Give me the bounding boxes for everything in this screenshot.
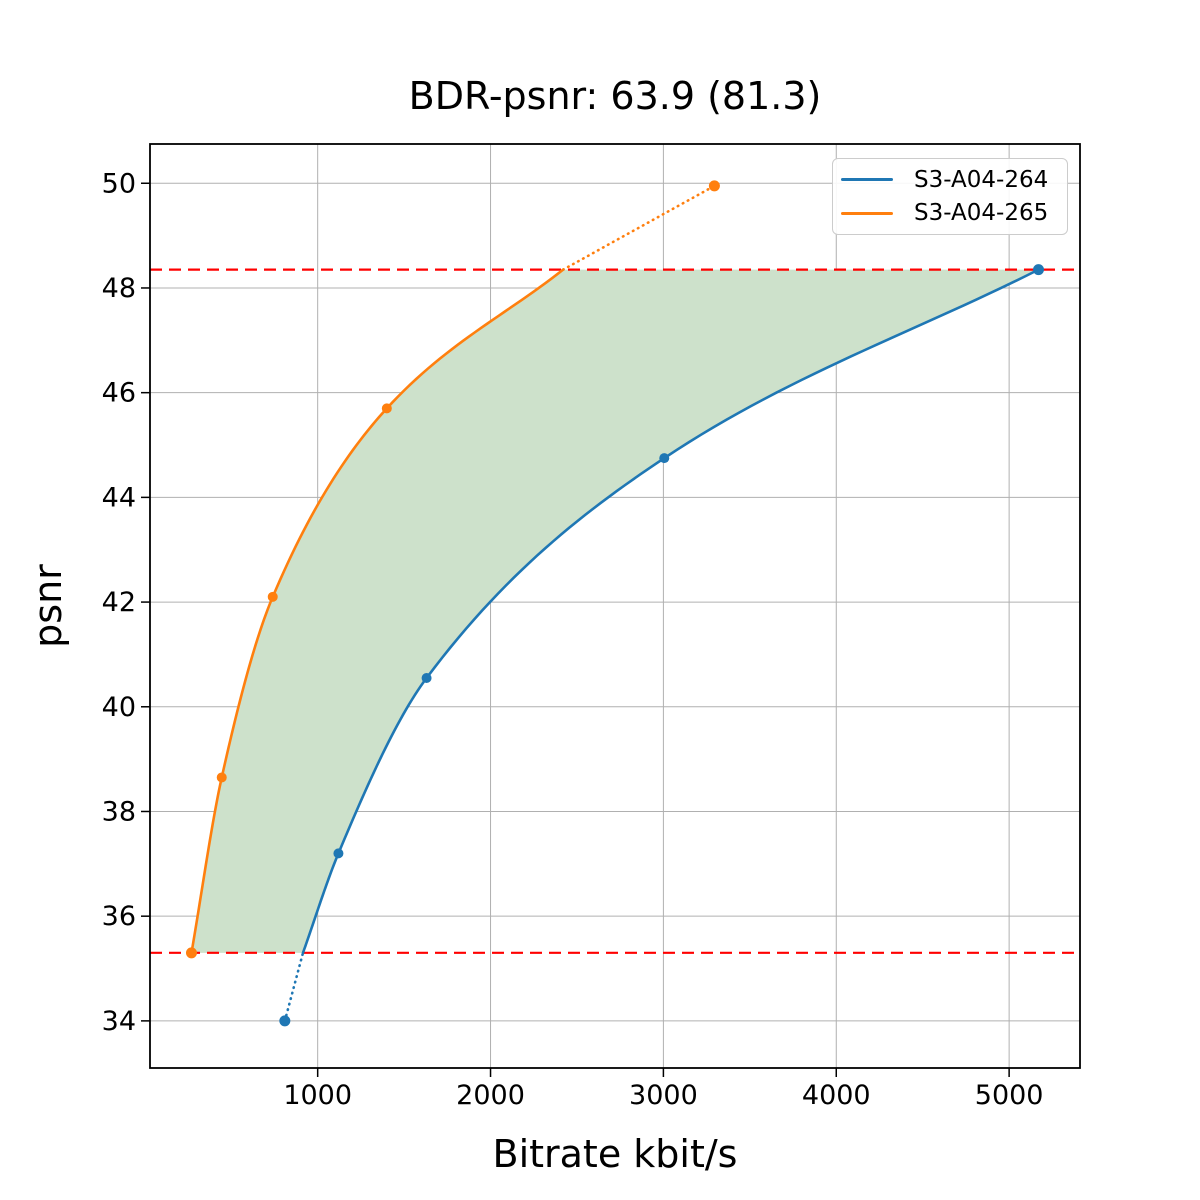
chart-title: BDR-psnr: 63.9 (81.3): [408, 74, 822, 118]
svg-text:5000: 5000: [975, 1080, 1044, 1111]
legend-line-swatch: [841, 211, 893, 215]
svg-text:40: 40: [102, 692, 136, 723]
legend-label: S3-A04-264: [914, 166, 1049, 193]
svg-text:36: 36: [102, 901, 136, 932]
svg-text:42: 42: [102, 587, 136, 618]
legend-label: S3-A04-265: [914, 200, 1049, 227]
svg-text:3000: 3000: [629, 1080, 698, 1111]
svg-text:50: 50: [102, 168, 136, 199]
x-axis-label: Bitrate kbit/s: [492, 1132, 738, 1176]
legend-line-swatch: [841, 178, 893, 182]
svg-text:44: 44: [102, 482, 136, 513]
svg-text:4000: 4000: [802, 1080, 871, 1111]
svg-text:48: 48: [102, 273, 136, 304]
legend-item: S3-A04-264: [841, 164, 1057, 196]
svg-text:1000: 1000: [283, 1080, 352, 1111]
svg-text:46: 46: [102, 378, 136, 409]
svg-text:34: 34: [102, 1006, 136, 1037]
legend: S3-A04-264 S3-A04-265: [832, 158, 1068, 235]
svg-text:38: 38: [102, 796, 136, 827]
legend-item: S3-A04-265: [841, 197, 1057, 229]
svg-text:2000: 2000: [456, 1080, 525, 1111]
